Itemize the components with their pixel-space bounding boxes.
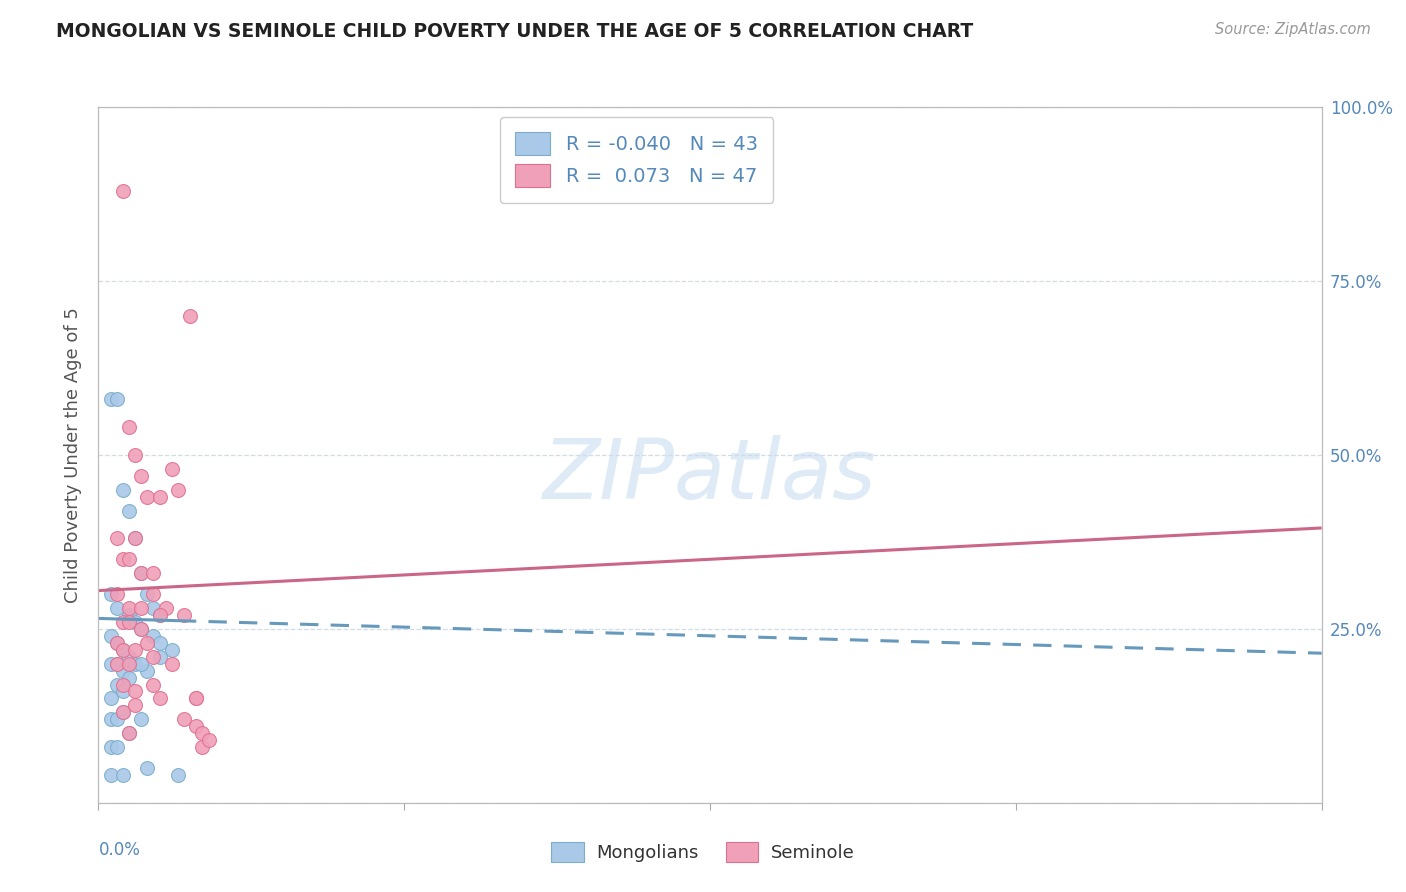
Point	[105, 740, 128, 755]
Point	[100, 629, 122, 643]
Point	[124, 698, 146, 713]
Point	[105, 532, 128, 546]
Point	[149, 691, 172, 706]
Point	[129, 566, 152, 581]
Point	[142, 566, 165, 581]
Point	[136, 761, 159, 775]
Point	[191, 726, 214, 740]
Point	[149, 636, 172, 650]
Point	[149, 490, 172, 504]
Point	[100, 657, 122, 671]
Point	[136, 490, 159, 504]
Point	[111, 706, 134, 720]
Point	[191, 740, 214, 755]
Point	[118, 552, 141, 566]
Point	[149, 649, 172, 664]
Point	[100, 768, 122, 782]
Point	[105, 657, 128, 671]
Point	[136, 664, 159, 678]
Point	[118, 671, 141, 685]
Point	[111, 642, 134, 657]
Point	[124, 532, 146, 546]
Point	[129, 622, 152, 636]
Point	[118, 601, 141, 615]
Point	[111, 768, 134, 782]
Legend: R = -0.040   N = 43, R =  0.073   N = 47: R = -0.040 N = 43, R = 0.073 N = 47	[499, 117, 773, 202]
Point	[149, 607, 172, 622]
Point	[111, 615, 134, 629]
Point	[129, 657, 152, 671]
Point	[100, 691, 122, 706]
Point	[142, 587, 165, 601]
Point	[111, 642, 134, 657]
Point	[111, 483, 134, 497]
Point	[173, 607, 195, 622]
Point	[105, 601, 128, 615]
Point	[111, 677, 134, 691]
Point	[149, 607, 172, 622]
Point	[100, 392, 122, 407]
Point	[118, 607, 141, 622]
Point	[118, 503, 141, 517]
Point	[124, 615, 146, 629]
Text: 0.0%: 0.0%	[98, 841, 141, 859]
Point	[124, 657, 146, 671]
Point	[160, 462, 183, 476]
Point	[105, 657, 128, 671]
Point	[118, 649, 141, 664]
Point	[124, 532, 146, 546]
Point	[136, 587, 159, 601]
Point	[129, 601, 152, 615]
Text: Source: ZipAtlas.com: Source: ZipAtlas.com	[1215, 22, 1371, 37]
Point	[173, 712, 195, 726]
Point	[105, 392, 128, 407]
Point	[129, 566, 152, 581]
Point	[186, 691, 208, 706]
Point	[167, 768, 190, 782]
Point	[105, 677, 128, 691]
Point	[124, 642, 146, 657]
Point	[118, 726, 141, 740]
Point	[197, 733, 219, 747]
Point	[179, 309, 201, 323]
Point	[142, 601, 165, 615]
Point	[142, 629, 165, 643]
Point	[186, 719, 208, 733]
Point	[124, 448, 146, 462]
Point	[118, 615, 141, 629]
Point	[142, 677, 165, 691]
Point	[160, 657, 183, 671]
Y-axis label: Child Poverty Under the Age of 5: Child Poverty Under the Age of 5	[65, 307, 83, 603]
Point	[118, 726, 141, 740]
Point	[100, 587, 122, 601]
Point	[111, 184, 134, 198]
Point	[129, 468, 152, 483]
Point	[160, 642, 183, 657]
Point	[105, 636, 128, 650]
Point	[142, 649, 165, 664]
Point	[155, 601, 177, 615]
Legend: Mongolians, Seminole: Mongolians, Seminole	[544, 834, 862, 870]
Point	[111, 552, 134, 566]
Point	[111, 684, 134, 698]
Point	[124, 684, 146, 698]
Point	[118, 657, 141, 671]
Point	[111, 706, 134, 720]
Point	[129, 712, 152, 726]
Text: MONGOLIAN VS SEMINOLE CHILD POVERTY UNDER THE AGE OF 5 CORRELATION CHART: MONGOLIAN VS SEMINOLE CHILD POVERTY UNDE…	[56, 22, 973, 41]
Point	[100, 712, 122, 726]
Point	[167, 483, 190, 497]
Point	[105, 636, 128, 650]
Point	[186, 691, 208, 706]
Point	[129, 622, 152, 636]
Point	[105, 712, 128, 726]
Point	[105, 587, 128, 601]
Point	[111, 664, 134, 678]
Text: ZIPatlas: ZIPatlas	[543, 435, 877, 516]
Point	[118, 420, 141, 434]
Point	[136, 636, 159, 650]
Point	[100, 740, 122, 755]
